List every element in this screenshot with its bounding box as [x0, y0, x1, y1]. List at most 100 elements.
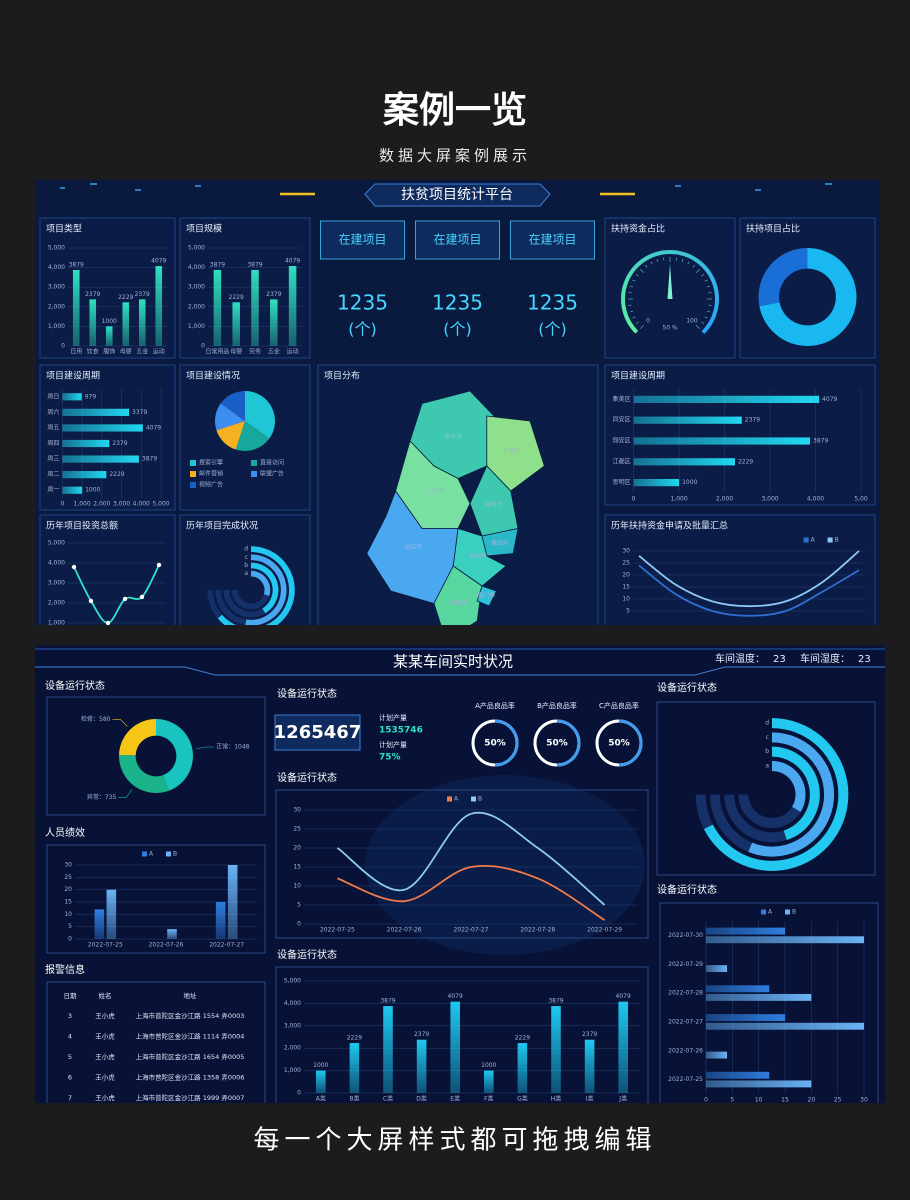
- y-tick-label: 3,000: [188, 284, 205, 291]
- stat-unit: (个): [348, 320, 377, 339]
- ring-bar: [245, 554, 287, 625]
- table-header: 地址: [184, 991, 198, 1000]
- gauge-band: [642, 255, 650, 262]
- status-label: 车间湿度：: [800, 652, 850, 665]
- x-tick-label: 母婴: [120, 349, 132, 356]
- value-label: 1000: [85, 487, 100, 494]
- x-tick-label: E类: [450, 1095, 460, 1103]
- title-frame: [364, 183, 551, 207]
- bar: [232, 302, 240, 346]
- y-tick-label: 25: [293, 826, 301, 833]
- gauge-band: [675, 250, 682, 256]
- x-tick-label: 五金: [268, 348, 280, 356]
- line: [337, 864, 606, 921]
- table-cell: 上海市普陀区金沙江路 1654 弄0005: [136, 1052, 245, 1061]
- legend-label: B: [173, 851, 177, 858]
- value-label: 3879: [548, 998, 563, 1005]
- bar: [227, 865, 238, 939]
- bar: [89, 299, 97, 346]
- panel-frame: [39, 364, 176, 511]
- region-label: 厦门市: [477, 592, 495, 600]
- bar: [383, 1006, 393, 1093]
- legend-swatch: [785, 909, 790, 915]
- x-tick-label: 0: [704, 1097, 708, 1104]
- bar: [706, 936, 864, 944]
- screen-title: 某某车间实时状况: [393, 653, 513, 671]
- marker: [139, 594, 145, 600]
- y-tick-label: 周日: [47, 393, 59, 400]
- ring-label: a: [765, 762, 769, 769]
- panel-frame: [659, 902, 879, 1103]
- bar: [706, 1022, 864, 1030]
- y-tick-label: 4,000: [284, 1000, 301, 1007]
- stat-button: [320, 220, 405, 260]
- bar: [706, 965, 728, 973]
- legend-label: B: [835, 537, 839, 544]
- gauge-band: [624, 274, 631, 282]
- bar: [215, 902, 226, 939]
- y-tick-label: 2,000: [188, 303, 205, 310]
- y-tick-label: 25: [64, 874, 72, 881]
- value-label: 3879: [247, 261, 262, 268]
- y-tick-label: 2022-07-26: [668, 1047, 703, 1054]
- y-tick-label: 0: [297, 921, 301, 928]
- y-tick-label: 25: [622, 560, 630, 567]
- y-tick-label: 5: [68, 923, 72, 930]
- map-region: [476, 585, 497, 607]
- y-tick-label: 2022-07-28: [668, 990, 703, 997]
- table-cell: 4: [68, 1033, 72, 1041]
- marker: [105, 620, 111, 625]
- panel-title: 历年项目投资总额: [46, 520, 118, 532]
- ring-label: d: [244, 546, 248, 553]
- panel-title: 设备运行状态: [277, 771, 337, 784]
- gauge-tick: [632, 279, 636, 282]
- gauge-band: [680, 251, 688, 257]
- panel-title: 人员绩效: [45, 826, 85, 839]
- gauge-tick: [704, 316, 708, 319]
- gauge-tick-label: 100: [686, 317, 698, 324]
- value-label: 2379: [135, 291, 150, 298]
- ring-value: [494, 719, 519, 767]
- gauge-band: [621, 307, 628, 315]
- bar: [633, 395, 820, 403]
- y-tick-label: 2,000: [48, 600, 65, 607]
- x-tick-label: 3,000: [113, 501, 130, 508]
- y-tick-label: 周一: [47, 487, 59, 494]
- table-cell: 上海市普陀区金沙江路 1114 弄0004: [136, 1032, 245, 1041]
- gauge-tick: [656, 258, 659, 263]
- metric-value: 75%: [379, 753, 401, 763]
- gauge-band: [714, 291, 719, 298]
- table-cell: 3: [68, 1012, 72, 1020]
- marker: [156, 562, 162, 568]
- slice: [216, 421, 245, 450]
- bar: [213, 269, 222, 346]
- x-tick-label: F类: [484, 1095, 493, 1103]
- table-cell: 7: [68, 1094, 72, 1102]
- y-tick-label: 3,000: [48, 580, 65, 587]
- x-tick-label: 2022-07-27: [454, 927, 489, 934]
- panel-frame: [46, 696, 266, 816]
- x-tick-label: D类: [416, 1095, 427, 1103]
- metric-value: 1535746: [379, 726, 423, 736]
- screen-title: 扶贫项目统计平台: [401, 187, 513, 203]
- bar: [62, 408, 130, 416]
- table-cell: 5: [68, 1053, 72, 1061]
- y-tick-label: 2022-07-30: [668, 932, 703, 939]
- slice: [119, 719, 156, 756]
- value-label: 2229: [118, 294, 133, 301]
- y-tick-label: 20: [293, 845, 301, 852]
- gauge-tick: [681, 258, 684, 263]
- x-tick-label: 2,000: [93, 501, 110, 508]
- table-cell: 上海市普陀区金沙江路 1358 弄0006: [136, 1073, 245, 1082]
- x-tick-label: 服饰: [103, 348, 115, 356]
- y-tick-label: 5,000: [188, 245, 205, 252]
- value-label: 3879: [69, 261, 84, 268]
- legend-swatch: [803, 537, 809, 543]
- y-tick-label: 5: [297, 902, 301, 909]
- metric-label: 计划产量: [379, 740, 407, 749]
- y-tick-label: 思明区: [613, 479, 631, 486]
- y-tick-label: 1,000: [48, 620, 65, 627]
- y-tick-label: 5,000: [48, 540, 65, 547]
- gauge-value-label: 50 %: [662, 325, 678, 332]
